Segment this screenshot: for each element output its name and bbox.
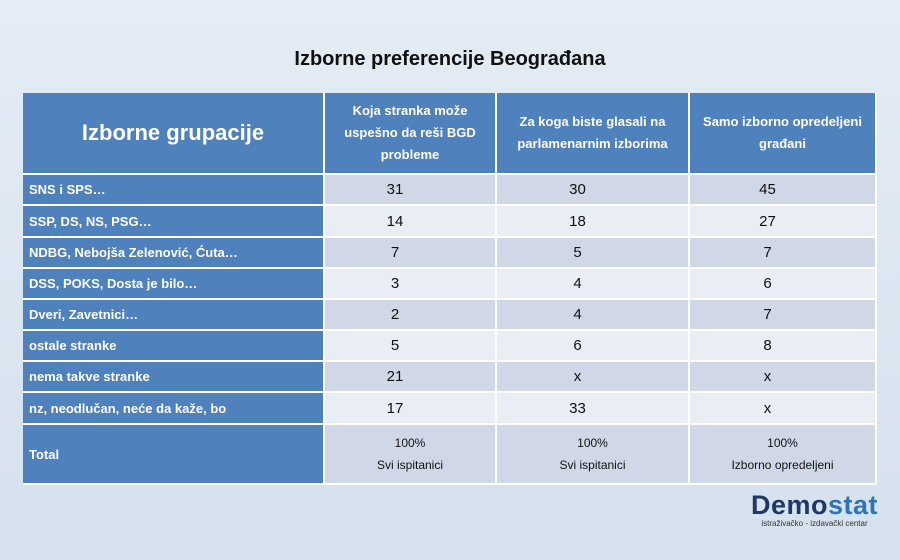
table-cell: 21 [325,362,497,393]
total-value: 100% [577,436,608,450]
table-cell: 7 [690,300,877,331]
total-cell: 100% Izborno opredeljeni [690,425,877,485]
table-cell: 17 [325,393,497,425]
table-cell: 33 [497,393,690,425]
table-cell: 14 [325,206,497,238]
total-note: Svi ispitanici [376,458,444,472]
table-cell: 30 [497,175,690,206]
table-cell: 2 [325,300,497,331]
total-value: 100% [394,436,426,450]
row-label: ostale stranke [23,331,325,362]
table-cell: 18 [497,206,690,238]
column-header: Koja stranka može uspešno da reši BGD pr… [325,93,497,175]
table-cell: 31 [325,175,497,206]
row-label: SSP, DS, NS, PSG… [23,206,325,238]
header-corner: Izborne grupacije [23,93,325,175]
table-cell: 27 [690,206,877,238]
row-label: nz, neodlučan, neće da kaže, bo [23,393,325,425]
total-value: 100% [767,436,798,450]
table-cell: 8 [690,331,877,362]
table-cell: x [497,362,690,393]
row-label: Dveri, Zavetnici… [23,300,325,331]
row-label: nema takve stranke [23,362,325,393]
table-cell: x [690,393,877,425]
table-cell: 3 [325,269,497,300]
table-cell: 5 [497,238,690,269]
total-cell: 100% Svi ispitanici [497,425,690,485]
title: Izborne preferencije Beograđana [294,48,606,70]
logo-name-end: stat [827,490,878,520]
table-cell: 7 [325,238,497,269]
logo-name: Demostat [751,490,878,521]
logo-tagline: istraživačko - izdavački centar [761,519,868,528]
total-note: Izborno opredeljeni [731,458,834,472]
table-cell: 6 [497,331,690,362]
row-label: SNS i SPS… [23,175,325,206]
table-cell: x [690,362,877,393]
table-cell: 7 [690,238,877,269]
row-label: NDBG, Nebojša Zelenović, Ćuta… [23,238,325,269]
row-label: DSS, POKS, Dosta je bilo… [23,269,325,300]
total-cell: 100% Svi ispitanici [325,425,497,485]
total-label: Total [23,425,325,485]
column-header: Samo izborno opredeljeni građani [690,93,877,175]
table-cell: 45 [690,175,877,206]
total-note: Svi ispitanici [559,458,626,472]
table-cell: 6 [690,269,877,300]
table-cell: 4 [497,300,690,331]
logo-name-start: Demo [750,490,828,520]
table-cell: 5 [325,331,497,362]
column-header: Za koga biste glasali na parlamenarnim i… [497,93,690,175]
table-cell: 4 [497,269,690,300]
logo: Demostat istraživačko - izdavački centar [751,490,878,528]
